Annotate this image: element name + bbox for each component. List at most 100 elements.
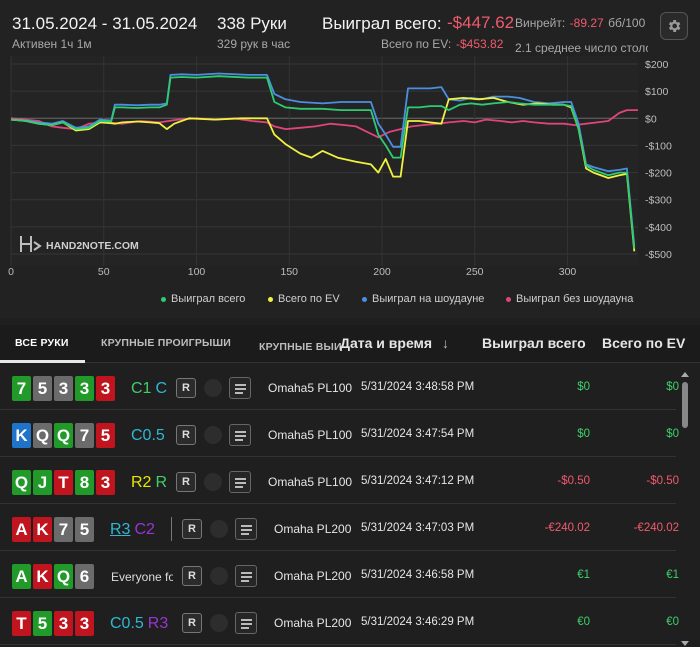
game-type: Omaha PL200 — [274, 616, 352, 630]
tag-icon[interactable] — [210, 520, 228, 538]
ev-amount: $0 — [666, 381, 679, 393]
legend-won-dot — [161, 296, 166, 302]
won-total-value: -$447.62 — [447, 13, 515, 32]
table-row[interactable]: Q J T 8 3 R2 R R Omaha5 PL100 5/31/2024 3:47:12 P… — [0, 458, 679, 504]
card: Q — [33, 423, 52, 448]
x-tick-label: 50 — [98, 266, 110, 278]
column-won[interactable]: Выиграл всего — [482, 335, 586, 351]
game-type: Omaha PL200 — [274, 569, 352, 583]
legend-non-showdown[interactable]: Выиграл без шоудауна — [506, 293, 633, 305]
x-tick-label: 200 — [373, 266, 391, 278]
action-label: C2 — [134, 521, 155, 538]
replay-button[interactable]: R — [182, 566, 202, 586]
notes-line — [241, 619, 252, 621]
card: 5 — [96, 423, 115, 448]
table-row[interactable]: 7 5 3 3 3 C1 C R Omaha5 PL100 5/31/2024 3:48:58 P… — [0, 364, 679, 410]
hand-datetime: 5/31/2024 3:48:58 PM — [361, 381, 475, 393]
card: 3 — [96, 376, 115, 401]
preflop-actions: C0.5 R3 — [110, 615, 168, 633]
tab-big-losses[interactable]: КРУПНЫЕ ПРОИГРЫШИ — [101, 337, 231, 349]
tab-big-wins-label: КРУПНЫЕ ВЫИГРЫШИ — [259, 341, 341, 353]
table-row[interactable]: K Q Q 7 5 C0.5 R Omaha5 PL100 5/31/2024 3:47:54 … — [0, 411, 679, 457]
card: 5 — [75, 517, 94, 542]
chart-panel: $200 $100 $0 -$100 -$200 -$300 -$400 -$500 0 50 10… — [0, 56, 700, 318]
action-label: R3 — [147, 615, 169, 632]
notes-line — [235, 482, 246, 484]
ev-total-label: Всего по EV: — [381, 37, 452, 51]
date-range[interactable]: 31.05.2024 - 31.05.2024 — [12, 14, 198, 33]
tag-icon[interactable] — [204, 426, 222, 444]
scroll-up-icon[interactable] — [681, 372, 689, 377]
sort-desc-icon: ↓ — [441, 335, 449, 351]
scroll-down-icon[interactable] — [681, 641, 689, 646]
card: 3 — [96, 470, 115, 495]
won-amount: $0 — [577, 381, 590, 393]
y-tick-label: $200 — [645, 59, 669, 71]
notes-icon[interactable] — [229, 424, 251, 446]
legend-won-label: Выиграл всего — [171, 293, 246, 305]
tag-icon[interactable] — [204, 379, 222, 397]
card: A — [12, 564, 31, 589]
avg-tables: 2.1 среднее число столов — [515, 41, 648, 54]
replay-button[interactable]: R — [176, 472, 196, 492]
legend-ev-dot — [268, 296, 273, 302]
settings-button[interactable] — [660, 12, 688, 40]
replay-button[interactable]: R — [176, 425, 196, 445]
y-tick-label: -$500 — [645, 249, 672, 261]
action-label: C1 — [131, 380, 152, 397]
legend-non-showdown-label: Выиграл без шоудауна — [516, 293, 634, 305]
card: 5 — [33, 376, 52, 401]
card: A — [12, 517, 31, 542]
notes-line — [235, 392, 243, 394]
notes-line — [235, 486, 243, 488]
won-total-label: Выиграл всего: — [322, 14, 442, 33]
notes-line — [241, 627, 249, 629]
card: K — [33, 517, 52, 542]
notes-icon[interactable] — [235, 612, 257, 634]
profit-chart[interactable]: $200 $100 $0 -$100 -$200 -$300 -$400 -$500 0 50 10… — [0, 56, 700, 292]
game-type: Omaha5 PL100 — [268, 381, 353, 395]
x-tick-label: 100 — [188, 266, 206, 278]
legend-showdown[interactable]: Выиграл на шоудауне — [362, 293, 484, 305]
winrate-block: Винрейт: -89.27 бб/100 2.1 среднее число… — [515, 14, 648, 54]
y-tick-label: -$200 — [645, 168, 672, 180]
replay-button[interactable]: R — [182, 613, 202, 633]
column-ev[interactable]: Всего по EV — [602, 335, 686, 351]
column-date[interactable]: Дата и время ↓ — [340, 335, 449, 351]
notes-icon[interactable] — [235, 518, 257, 540]
notes-icon[interactable] — [229, 377, 251, 399]
chart-legend: Выиграл всего Всего по EV Выиграл на шоу… — [0, 293, 700, 313]
card: Q — [54, 423, 73, 448]
card: T — [54, 470, 73, 495]
won-amount: -€240.02 — [544, 522, 590, 534]
x-tick-label: 0 — [8, 266, 14, 278]
tag-icon[interactable] — [210, 614, 228, 632]
notes-line — [241, 529, 252, 531]
notes-icon[interactable] — [235, 565, 257, 587]
legend-won[interactable]: Выиграл всего — [161, 293, 245, 305]
tag-icon[interactable] — [210, 567, 228, 585]
card: 6 — [75, 564, 94, 589]
winrate-value: -89.27 — [569, 16, 604, 30]
replay-button[interactable]: R — [176, 378, 196, 398]
notes-line — [241, 525, 252, 527]
hand-datetime: 5/31/2024 3:47:03 PM — [361, 522, 475, 534]
card: 3 — [75, 611, 94, 636]
tag-icon[interactable] — [204, 473, 222, 491]
replay-button[interactable]: R — [182, 519, 202, 539]
preflop-actions: C0.5 — [131, 427, 165, 445]
scroll-thumb[interactable] — [682, 382, 688, 428]
legend-ev[interactable]: Всего по EV — [268, 293, 340, 305]
game-type: Omaha5 PL100 — [268, 475, 353, 489]
table-scrollbar[interactable] — [680, 372, 690, 647]
table-row[interactable]: A K 7 5 R3 C2 R Omaha PL200 5/31/2024 3:47:03 PM… — [0, 505, 679, 551]
table-row[interactable]: T 5 3 3 C0.5 R3 R Omaha PL200 5/31/2024 3:46:29 … — [0, 599, 679, 645]
tab-big-wins[interactable]: КРУПНЫЕ ВЫИГРЫШИ — [259, 337, 341, 355]
preflop-actions: C1 C — [131, 380, 167, 398]
tab-all-hands[interactable]: ВСЕ РУКИ — [15, 337, 69, 349]
notes-icon[interactable] — [229, 471, 251, 493]
